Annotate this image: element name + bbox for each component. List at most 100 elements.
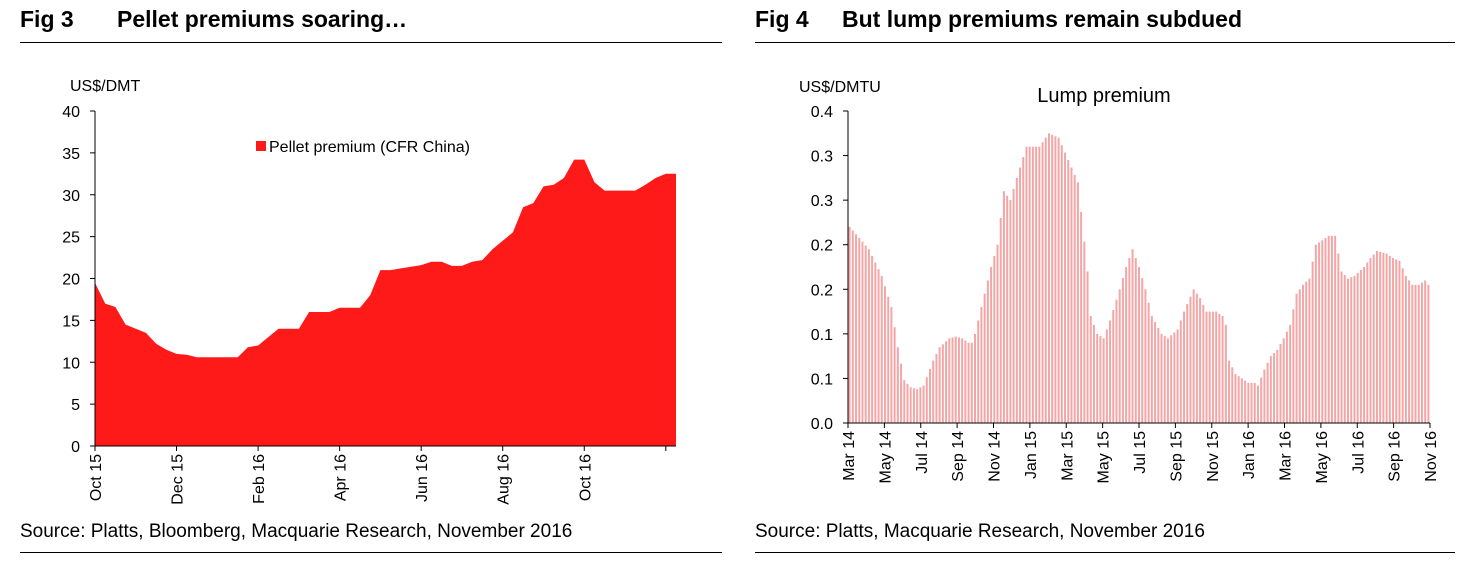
lump-premium-bar xyxy=(925,377,928,423)
figure-4-number: Fig 4 xyxy=(755,6,809,32)
x-tick-label: Mar 14 xyxy=(841,431,858,481)
lump-premium-bar xyxy=(1163,336,1166,423)
lump-premium-bar xyxy=(1240,378,1243,423)
lump-premium-bar xyxy=(1173,332,1176,423)
figure-3-heading: Pellet premiums soaring… xyxy=(117,6,408,32)
lump-premium-bar xyxy=(929,368,931,423)
lump-premium-bar xyxy=(1398,260,1401,423)
lump-premium-bar xyxy=(1041,142,1044,423)
y-tick-label: 0.0 xyxy=(811,416,833,433)
lump-premium-bar xyxy=(948,338,951,423)
lump-premium-bar xyxy=(1353,275,1356,423)
lump-premium-bar xyxy=(1176,329,1179,423)
lump-premium-bar xyxy=(1064,152,1067,423)
lump-premium-bar xyxy=(1025,146,1028,423)
y-axis-unit-label: US$/DMT xyxy=(70,78,140,95)
lump-premium-bar xyxy=(1305,281,1308,423)
lump-premium-bar xyxy=(1385,253,1388,423)
x-tick-label: Sep 16 xyxy=(1387,431,1404,482)
lump-premium-bar xyxy=(1285,331,1288,423)
lump-premium-bar xyxy=(1314,244,1317,423)
lump-premium-bar xyxy=(1273,353,1276,423)
y-tick-label: 0.3 xyxy=(811,193,833,210)
figure-3-panel: Fig 3 Pellet premiums soaring… 0 5 10 15 20 25… xyxy=(0,0,730,569)
figure-4-source: Source: Platts, Macquarie Research, Nove… xyxy=(755,521,1205,542)
x-tick-label: Jul 14 xyxy=(914,431,931,474)
lump-premium-bar xyxy=(945,341,948,423)
lump-premium-bar xyxy=(1298,289,1301,423)
figure-3-bottom-rule xyxy=(20,552,722,553)
figure-4-heading: But lump premiums remain subdued xyxy=(842,6,1242,32)
lump-premium-bar xyxy=(1022,157,1025,423)
lump-premium-bar xyxy=(1208,311,1211,423)
lump-premium-bar xyxy=(1128,258,1131,423)
lump-premium-bar xyxy=(1138,267,1140,423)
lump-premium-bar xyxy=(909,387,912,423)
lump-premium-bar xyxy=(1382,252,1385,423)
x-tick-label: Mar 15 xyxy=(1059,431,1076,481)
lump-premium-bar xyxy=(1205,311,1208,423)
lump-premium-bar xyxy=(1301,284,1304,423)
lump-premium-bar xyxy=(1215,311,1218,423)
lump-premium-bar xyxy=(1211,311,1214,423)
lump-premium-bar xyxy=(1327,235,1330,423)
legend-swatch xyxy=(256,141,266,151)
figure-4-panel: Fig 4 But lump premiums remain subdued 0.… xyxy=(740,0,1464,569)
lump-premium-bar xyxy=(922,385,925,423)
lump-premium-bar xyxy=(887,296,890,423)
lump-premium-bar xyxy=(1060,145,1063,423)
lump-premium-bar xyxy=(986,280,989,423)
x-tick-label: Jun 16 xyxy=(414,454,431,502)
lump-premium-bar xyxy=(993,255,996,423)
y-tick-label: 0.2 xyxy=(811,282,833,299)
lump-premium-bar xyxy=(1420,282,1423,423)
lump-premium-bar xyxy=(1417,284,1420,423)
lump-premium-bar xyxy=(1199,298,1202,423)
x-tick-label: Jan 15 xyxy=(1023,431,1040,479)
lump-premium-bar xyxy=(1080,212,1083,423)
y-tick-label: 0 xyxy=(71,439,80,456)
lump-premium-bar xyxy=(1047,133,1050,424)
lump-premium-bar xyxy=(896,347,899,423)
lump-premium-bar xyxy=(1086,271,1089,423)
lump-premium-bar xyxy=(1350,277,1353,423)
figure-4-top-rule xyxy=(755,42,1455,43)
lump-premium-bar xyxy=(864,245,867,423)
lump-premium-bar xyxy=(906,383,909,423)
lump-premium-bar xyxy=(1150,316,1153,423)
lump-premium-bar xyxy=(1359,270,1362,423)
lump-premium-bar xyxy=(1224,324,1227,423)
lump-premium-bar xyxy=(983,293,986,423)
x-tick-label: Oct 15 xyxy=(88,454,105,501)
lump-premium-chart: 0.0 0.1 0.1 0.2 0.2 0.3 0.3 0.4 Mar 14 May 14 Jul … xyxy=(799,79,1440,484)
lump-premium-bar xyxy=(883,286,886,423)
lump-premium-bar xyxy=(1144,289,1147,423)
lump-premium-bar xyxy=(1414,284,1417,423)
lump-premium-bar xyxy=(1121,278,1124,423)
lump-premium-bar xyxy=(941,344,944,423)
figure-4-bottom-rule xyxy=(755,552,1455,553)
lump-premium-bar xyxy=(1166,338,1169,423)
lump-premium-bar xyxy=(1221,316,1224,423)
x-tick-label: Apr 16 xyxy=(333,454,350,501)
lump-premium-bar xyxy=(877,269,880,423)
x-tick-label: May 14 xyxy=(877,431,894,484)
lump-premium-bar xyxy=(1424,280,1427,423)
pellet-premium-chart: 0 5 10 15 20 25 30 35 40 Oct 15 Dec 15 Feb 16 Apr 16… xyxy=(62,78,676,505)
lump-premium-bar xyxy=(1002,191,1005,423)
x-tick-label: Feb 16 xyxy=(251,454,268,504)
lump-premium-bar xyxy=(874,262,877,423)
lump-premium-bar xyxy=(851,230,854,423)
lump-premium-bar xyxy=(1356,272,1359,423)
x-tick-label: Jul 16 xyxy=(1350,431,1367,474)
lump-premium-bar xyxy=(1073,174,1076,423)
lump-premium-bar xyxy=(1289,324,1292,423)
lump-premium-bar xyxy=(1266,362,1269,423)
y-tick-label: 40 xyxy=(62,104,80,121)
lump-premium-bar xyxy=(1186,304,1189,423)
lump-premium-bar xyxy=(1089,316,1092,423)
lump-premium-bar xyxy=(977,320,980,423)
lump-premium-bar xyxy=(1044,137,1047,423)
lump-premium-bar xyxy=(1311,261,1314,423)
lump-premium-bar xyxy=(1276,349,1279,423)
